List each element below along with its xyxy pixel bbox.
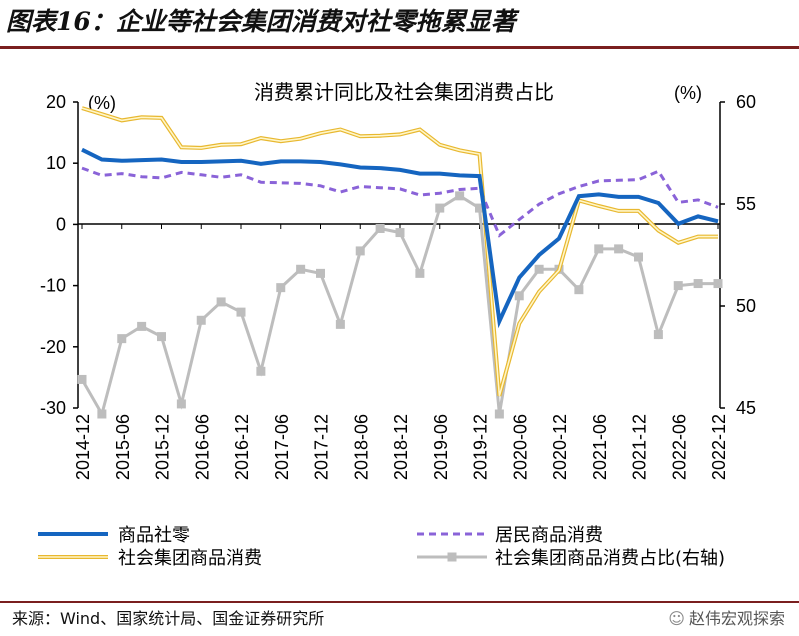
data-point-marker: [435, 203, 445, 213]
x-axis-ticks: 2014-12 2015-06 2015-12 2016-06 2016-12 2017-…: [73, 224, 729, 480]
chart-title: 消费累计同比及社会集团消费占比: [254, 80, 554, 104]
left-tick-label: 20: [46, 92, 66, 112]
left-axis-ticks: 20 10 0 -10 -20 -30: [40, 92, 78, 418]
x-tick-label: 2015-06: [113, 414, 133, 480]
wechat-icon: ☺: [668, 609, 685, 628]
x-tick-label: 2014-12: [73, 414, 93, 480]
legend-label: 社会集团商品消费占比(右轴): [495, 548, 725, 569]
legend-label: 居民商品消费: [495, 525, 603, 546]
left-tick-label: -10: [40, 276, 66, 296]
data-point-marker: [97, 409, 107, 419]
right-tick-label: 60: [736, 92, 756, 112]
data-point-marker: [653, 330, 663, 340]
x-tick-label: 2022-12: [709, 414, 729, 480]
data-point-marker: [475, 203, 484, 213]
right-tick-label: 45: [736, 398, 756, 418]
data-point-marker: [375, 223, 385, 233]
x-tick-label: 2016-06: [192, 414, 212, 480]
data-point-marker: [494, 409, 504, 419]
data-point-marker: [117, 334, 127, 344]
footer-rule: [0, 601, 799, 603]
left-tick-label: 0: [56, 214, 66, 234]
watermark-text: 赵伟宏观探索: [688, 609, 785, 628]
x-tick-label: 2020-12: [550, 414, 570, 480]
data-point-marker: [395, 228, 405, 238]
series-layer: [77, 106, 723, 419]
data-point-marker: [415, 268, 425, 278]
x-tick-label: 2021-06: [590, 414, 610, 480]
data-point-marker: [137, 321, 147, 331]
data-point-marker: [335, 319, 345, 329]
data-point-marker: [176, 399, 186, 409]
data-point-marker: [534, 264, 544, 274]
data-point-marker: [673, 281, 683, 291]
legend-item: 商品社零: [38, 525, 190, 546]
data-point-marker: [514, 291, 524, 301]
right-tick-label: 55: [736, 194, 756, 214]
data-point-marker: [216, 297, 226, 307]
legend-marker: [447, 552, 457, 562]
data-point-marker: [196, 315, 206, 325]
watermark: ☺ 赵伟宏观探索: [668, 608, 785, 630]
legend-item: 社会集团商品消费占比(右轴): [417, 548, 725, 569]
x-tick-label: 2018-06: [351, 414, 371, 480]
x-tick-label: 2020-06: [510, 414, 530, 480]
x-tick-label: 2015-12: [153, 414, 173, 480]
series-1: [81, 147, 719, 329]
data-point-marker: [355, 246, 365, 256]
x-tick-label: 2017-06: [272, 414, 292, 480]
left-axis-unit: (%): [88, 93, 116, 113]
series-line-group: [81, 107, 718, 397]
x-tick-label: 2022-06: [669, 414, 689, 480]
source-note: 来源：Wind、国家统计局、国金证券研究所: [12, 609, 325, 628]
data-point-marker: [574, 285, 584, 295]
legend-item: 居民商品消费: [417, 525, 603, 546]
title-rule: [0, 46, 799, 49]
x-tick-label: 2018-12: [391, 414, 411, 480]
series-3: [81, 106, 718, 397]
data-point-marker: [316, 268, 325, 278]
data-point-marker: [693, 279, 703, 289]
series-line-resident: [81, 166, 719, 238]
x-tick-label: 2017-12: [312, 414, 332, 480]
figure-title: 图表16：企业等社会集团消费对社零拖累显著: [6, 7, 516, 36]
right-tick-label: 50: [736, 296, 756, 316]
x-tick-label: 2019-12: [471, 414, 491, 480]
series-line-retail: [81, 147, 719, 329]
data-point-marker: [713, 279, 723, 289]
x-tick-label: 2016-12: [232, 414, 252, 480]
left-tick-label: -20: [40, 337, 66, 357]
data-point-marker: [157, 332, 166, 342]
data-point-marker: [296, 264, 306, 274]
chart: 消费累计同比及社会集团消费占比 (%) (%) 20 10 0 -10 -20 -30 6…: [38, 80, 756, 569]
data-point-marker: [236, 307, 246, 317]
data-point-marker: [256, 366, 266, 376]
right-axis-ticks: 60 55 50 45: [720, 92, 756, 418]
data-point-marker: [614, 244, 624, 254]
series-2: [81, 166, 719, 238]
data-point-marker: [594, 244, 604, 254]
left-tick-label: -30: [40, 398, 66, 418]
right-axis-unit: (%): [674, 83, 702, 103]
legend-item: 社会集团商品消费: [38, 548, 262, 569]
data-point-marker: [276, 283, 286, 293]
data-point-marker: [634, 252, 643, 262]
left-tick-label: 10: [46, 153, 66, 173]
data-point-marker: [77, 374, 87, 384]
x-tick-label: 2019-06: [431, 414, 451, 480]
series-4: [77, 191, 723, 419]
legend-label: 社会集团商品消费: [118, 548, 262, 569]
data-point-marker: [455, 191, 465, 201]
x-tick-label: 2021-12: [630, 414, 650, 480]
legend-label: 商品社零: [118, 525, 190, 546]
axes: [77, 102, 721, 408]
